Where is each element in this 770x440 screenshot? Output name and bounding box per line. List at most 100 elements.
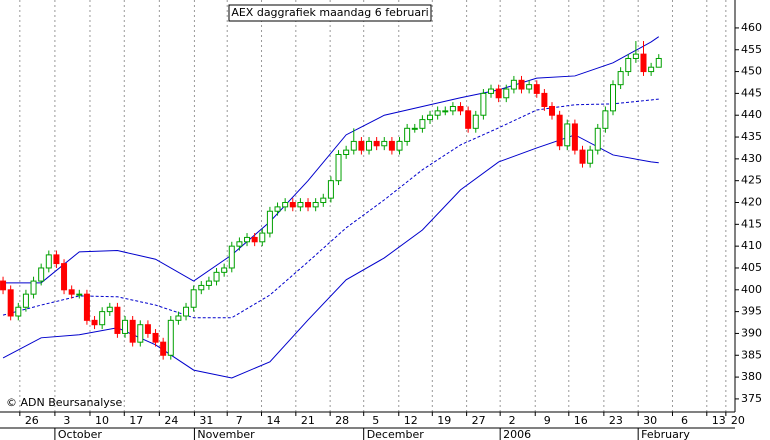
candle-body: [305, 202, 312, 208]
x-tick-label: 10: [95, 414, 109, 427]
candle-body: [427, 114, 434, 121]
x-tick-label: 26: [25, 414, 39, 427]
candle-body: [183, 306, 190, 317]
month-label: February: [641, 428, 690, 440]
candle-body: [7, 289, 14, 317]
candle-body: [373, 140, 380, 147]
candle-body: [99, 311, 106, 326]
x-tick-label: 31: [199, 414, 213, 427]
candle-body: [358, 140, 365, 151]
y-tick-label: 440: [741, 108, 762, 121]
y-tick-label: 375: [741, 392, 762, 405]
candle-body: [167, 319, 174, 356]
x-tick-label: 7: [236, 414, 243, 427]
y-tick-label: 415: [741, 217, 762, 230]
candle-body: [205, 280, 212, 286]
candle-body: [83, 293, 90, 321]
candle-body: [221, 267, 228, 273]
candle-body: [640, 53, 647, 73]
candle-body: [61, 263, 68, 291]
candle-body: [312, 202, 319, 208]
x-tick-label: 14: [267, 414, 281, 427]
y-tick-label: 395: [741, 305, 762, 318]
candle-body: [465, 110, 472, 129]
x-tick-label: 3: [63, 414, 70, 427]
candle-body: [442, 110, 449, 113]
candle-body: [381, 140, 388, 147]
x-tick-label: 28: [335, 414, 349, 427]
candle-body: [137, 324, 144, 343]
candle-body: [144, 324, 151, 334]
candle-body: [175, 315, 182, 321]
x-tick-label: 23: [609, 414, 623, 427]
candle-body: [91, 319, 98, 326]
candle-body: [617, 71, 624, 86]
candle-body: [259, 232, 266, 243]
x-tick-label: 16: [574, 414, 588, 427]
candle-body: [533, 84, 540, 94]
candle-body: [571, 123, 578, 151]
candle-body: [648, 66, 655, 73]
candle-body: [396, 140, 403, 151]
y-tick-label: 405: [741, 261, 762, 274]
candle-body: [587, 149, 594, 164]
candle-body: [228, 245, 235, 269]
month-label: 2006: [503, 428, 531, 440]
y-tick-label: 460: [741, 21, 762, 34]
candle-body: [213, 271, 220, 282]
candle-body: [549, 105, 556, 116]
candle-body: [251, 236, 258, 243]
y-tick-label: 380: [741, 370, 762, 383]
candle-body: [518, 79, 525, 90]
y-tick-label: 435: [741, 130, 762, 143]
candle-body: [30, 280, 37, 295]
candle-body: [38, 267, 45, 282]
candle-body: [129, 319, 136, 343]
candle-body: [495, 88, 502, 99]
x-tick-label: 13: [712, 414, 726, 427]
month-label: October: [58, 428, 102, 440]
candle-body: [457, 105, 464, 112]
candle-body: [632, 53, 639, 59]
candle-body: [510, 79, 517, 90]
candle-body: [0, 280, 7, 291]
band-middle: [2, 98, 659, 319]
candle-body: [335, 154, 342, 182]
y-tick-label: 445: [741, 86, 762, 99]
plot-area: [0, 0, 727, 412]
candle-body: [282, 202, 289, 208]
y-tick-label: 400: [741, 283, 762, 296]
candle-body: [594, 127, 601, 151]
candle-body: [655, 57, 662, 68]
x-tick-label: 2: [509, 414, 516, 427]
candle-body: [472, 114, 479, 129]
candle-body: [350, 140, 357, 151]
candle-body: [488, 88, 495, 94]
x-tick-label: 27: [472, 414, 486, 427]
candle-body: [45, 254, 52, 269]
x-tick-label: 30: [643, 414, 657, 427]
candle-body: [404, 127, 411, 142]
band-upper: [3, 36, 660, 284]
month-label: November: [197, 428, 255, 440]
candle-body: [434, 110, 441, 116]
candle-body: [15, 306, 22, 317]
x-tick-label: 21: [301, 414, 315, 427]
candle-body: [53, 254, 60, 265]
candle-body: [602, 110, 609, 129]
candle-body: [480, 92, 487, 116]
candle-body: [526, 84, 533, 90]
y-tick-label: 430: [741, 152, 762, 165]
candle-body: [190, 289, 197, 308]
candle-body: [106, 306, 113, 313]
x-tick-label: 24: [164, 414, 178, 427]
x-tick-label: 19: [437, 414, 451, 427]
x-tick-label: 12: [404, 414, 418, 427]
candle-body: [289, 202, 296, 208]
candle-body: [449, 105, 456, 112]
candle-body: [266, 210, 273, 234]
candle-body: [198, 284, 205, 291]
x-tick-label: 9: [544, 414, 551, 427]
